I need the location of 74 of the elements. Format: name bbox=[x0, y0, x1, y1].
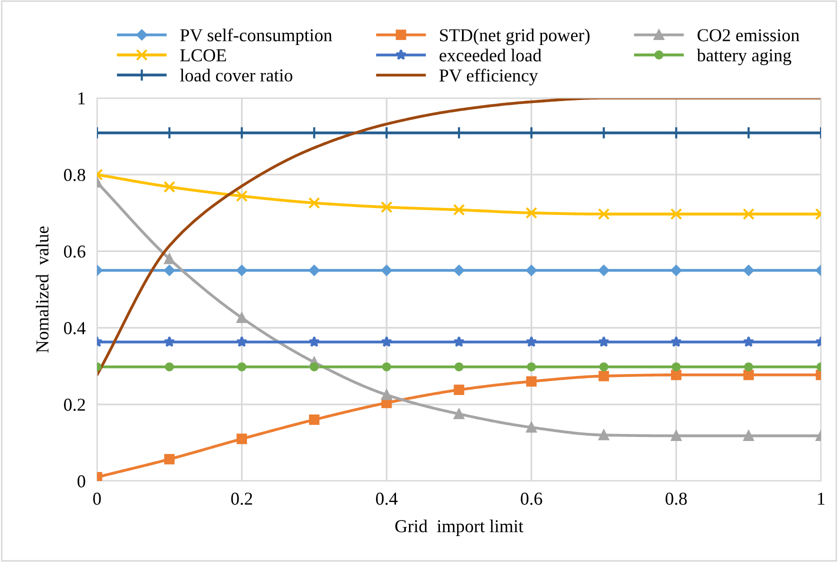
point bbox=[598, 264, 610, 276]
point bbox=[380, 201, 393, 214]
point bbox=[526, 362, 536, 372]
x-tick-label: 0 bbox=[93, 492, 101, 505]
point bbox=[308, 414, 320, 425]
point bbox=[381, 390, 392, 400]
legend-label: battery aging bbox=[696, 48, 792, 66]
y-tick-label: 0.2 bbox=[64, 398, 85, 411]
x-tick-label: 0.4 bbox=[376, 492, 398, 505]
point bbox=[744, 362, 754, 372]
y-tick-label: 0.8 bbox=[64, 168, 86, 182]
point bbox=[164, 254, 175, 264]
point bbox=[670, 430, 682, 442]
point bbox=[236, 336, 248, 347]
legend-label: CO2 emission bbox=[698, 29, 800, 42]
x-tick-label: 0.6 bbox=[520, 492, 542, 505]
point bbox=[743, 430, 754, 442]
point bbox=[163, 180, 176, 193]
point bbox=[454, 264, 464, 276]
point bbox=[742, 336, 754, 347]
point bbox=[742, 208, 755, 220]
y-tick-label: 0.6 bbox=[64, 245, 86, 258]
point bbox=[525, 206, 538, 219]
point bbox=[526, 422, 537, 433]
point bbox=[599, 362, 608, 372]
point bbox=[236, 190, 248, 202]
point bbox=[453, 204, 465, 216]
point bbox=[526, 376, 537, 387]
x-tick-label: 0.8 bbox=[666, 492, 687, 505]
legend-label: load cover ratio bbox=[180, 68, 292, 82]
point bbox=[743, 370, 754, 380]
point bbox=[670, 336, 682, 347]
point bbox=[236, 312, 248, 324]
point bbox=[380, 336, 392, 347]
point bbox=[598, 336, 610, 347]
point bbox=[670, 208, 682, 220]
point bbox=[236, 264, 248, 276]
point bbox=[308, 197, 320, 209]
point bbox=[381, 264, 392, 276]
point bbox=[743, 264, 754, 276]
legend-label: STD(net grid power) bbox=[440, 28, 590, 46]
point bbox=[598, 430, 610, 440]
point bbox=[308, 336, 320, 347]
point bbox=[310, 362, 319, 372]
y-tick-label: 1 bbox=[78, 92, 85, 104]
point bbox=[164, 264, 175, 276]
legend-label: LCOE bbox=[180, 49, 226, 62]
point bbox=[672, 362, 681, 372]
x-tick-label: 1 bbox=[818, 492, 824, 505]
point bbox=[308, 264, 320, 276]
point bbox=[670, 370, 682, 380]
x-axis-title: Grid import limit bbox=[395, 520, 524, 536]
point bbox=[237, 362, 246, 372]
point bbox=[670, 264, 682, 276]
y-tick-label: 0 bbox=[78, 475, 86, 488]
point bbox=[164, 336, 176, 347]
point bbox=[236, 434, 248, 444]
point bbox=[526, 336, 538, 347]
point bbox=[382, 362, 392, 372]
point bbox=[598, 208, 610, 220]
point bbox=[454, 384, 464, 396]
point bbox=[526, 264, 537, 276]
point bbox=[454, 408, 464, 420]
legend-label: PV self-consumption bbox=[180, 28, 332, 45]
point bbox=[164, 454, 175, 464]
point bbox=[164, 362, 174, 372]
point bbox=[454, 362, 464, 372]
legend-label: exceeded load bbox=[440, 48, 542, 62]
legend-label: PV efficiency bbox=[439, 68, 538, 86]
x-tick-label: 0.2 bbox=[231, 492, 252, 505]
y-axis-title: Nomalized value bbox=[36, 226, 49, 353]
y-tick-label: 0.4 bbox=[64, 322, 86, 334]
point bbox=[598, 370, 610, 382]
point bbox=[453, 336, 465, 347]
